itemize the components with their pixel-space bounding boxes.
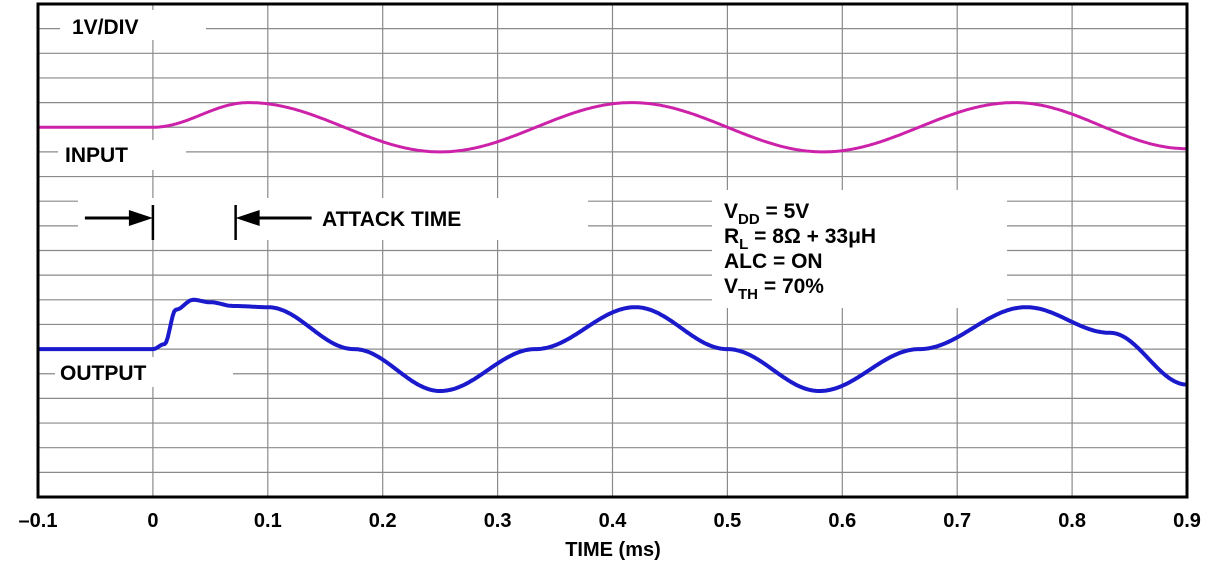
x-tick-labels: –0.1 0 0.1 0.2 0.3 0.4 0.5 0.6 0.7 0.8 0.9	[19, 510, 1201, 532]
condition-alc: ALC = ON	[724, 250, 823, 273]
scale-label-bg	[60, 10, 206, 40]
x-tick-label: 0	[147, 510, 158, 532]
traces	[37, 101, 1188, 393]
x-tick-label: –0.1	[19, 510, 58, 532]
x-tick-label: 0.1	[254, 510, 282, 532]
conditions-bg	[712, 190, 1007, 308]
scale-label: 1V/DIV	[72, 16, 139, 39]
attack-time-bg	[78, 198, 588, 240]
conditions-box: VDD = 5V RL = 8Ω + 33μH ALC = ON VTH = 7…	[712, 190, 1007, 308]
x-tick-label: 0.2	[369, 510, 397, 532]
condition-rl: RL = 8Ω + 33μH	[724, 225, 876, 253]
condition-vth: VTH = 70%	[724, 275, 824, 303]
x-axis-title: TIME (ms)	[565, 539, 661, 561]
x-tick-label: 0.8	[1058, 510, 1086, 532]
output-trace	[37, 297, 1188, 393]
attack-time-label: ATTACK TIME	[322, 208, 461, 231]
plot-frame	[36, 2, 1189, 499]
attack-left-arrow-icon	[128, 210, 153, 226]
output-series-label: OUTPUT	[60, 362, 147, 385]
grid	[38, 4, 1187, 497]
attack-time-annotation: ATTACK TIME	[78, 198, 588, 240]
x-tick-label: 0.4	[599, 510, 628, 532]
x-tick-label: 0.6	[828, 510, 856, 532]
input-label-bg	[58, 140, 186, 170]
input-trace	[38, 101, 1187, 154]
x-tick-label: 0.7	[943, 510, 971, 532]
condition-vdd: VDD = 5V	[724, 200, 809, 228]
output-label-bg	[55, 357, 233, 387]
attack-right-arrow-icon	[235, 210, 260, 226]
x-tick-label: 0.5	[713, 510, 741, 532]
x-tick-label: 0.3	[484, 510, 512, 532]
x-tick-label: 0.9	[1173, 510, 1201, 532]
input-series-label: INPUT	[65, 144, 128, 167]
